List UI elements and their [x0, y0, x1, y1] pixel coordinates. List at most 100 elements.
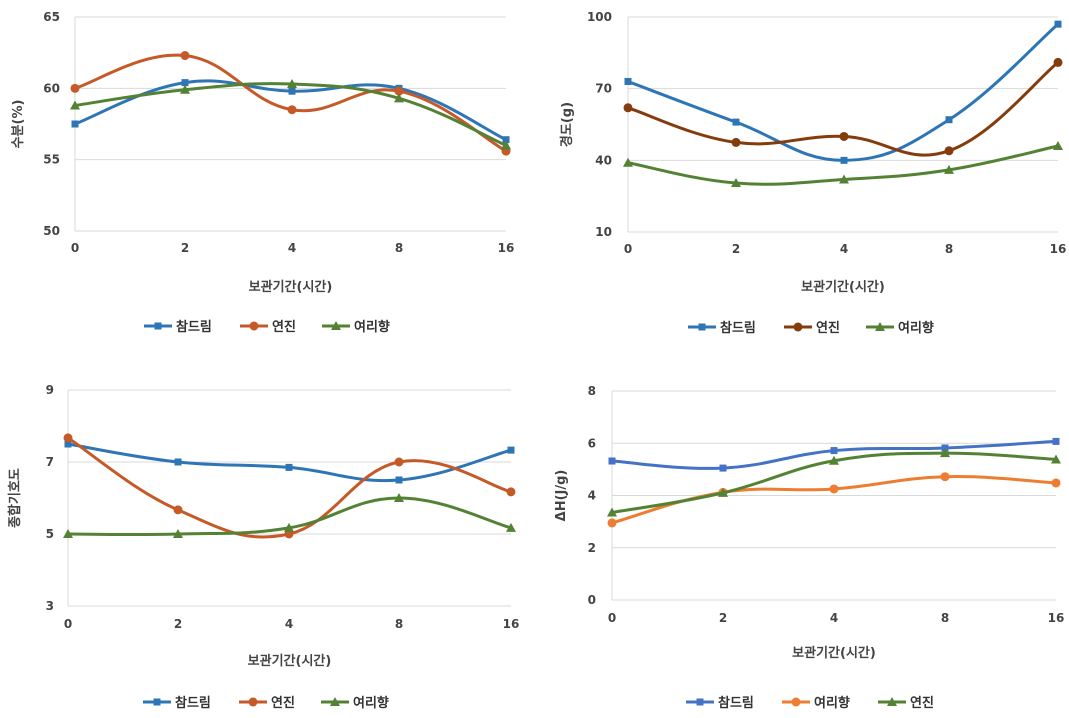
- data-point: [829, 484, 839, 494]
- data-point: [839, 131, 849, 141]
- data-point: [71, 120, 79, 128]
- series-1: [624, 20, 1062, 164]
- legend-item: 연진: [784, 320, 840, 336]
- legend-label: 연진: [271, 695, 295, 711]
- series-line: [610, 475, 1058, 525]
- series-3: [70, 79, 511, 150]
- data-point: [623, 103, 633, 113]
- data-point: [394, 86, 404, 96]
- y-tick-label: 9: [46, 383, 54, 397]
- data-point: [63, 433, 73, 443]
- y-tick-label: 7: [46, 455, 54, 469]
- legend-label: 참드림: [718, 695, 754, 711]
- data-point: [64, 440, 72, 448]
- x-tick-label: 16: [1048, 611, 1065, 625]
- x-axis-title: 보관기간(시간): [249, 279, 333, 295]
- data-point: [180, 84, 190, 94]
- data-point: [1053, 57, 1063, 67]
- data-point: [1051, 454, 1061, 464]
- data-point: [731, 137, 741, 147]
- legend-item: 여리향: [866, 320, 934, 336]
- x-tick-label: 0: [71, 241, 79, 255]
- y-axis-title: 수분(%): [11, 100, 26, 149]
- data-point: [502, 136, 510, 144]
- x-axis-title: 보관기간(시간): [801, 279, 885, 295]
- x-tick-label: 0: [624, 242, 632, 256]
- chart-panel-4: 0 2 4 6 8 0 2 4 8 16 보관기간(시간) ΔH(J/g) 참드림 여리향 연진: [554, 384, 1064, 711]
- data-point: [288, 87, 296, 95]
- y-tick-label: 40: [595, 153, 612, 167]
- legend-label: 연진: [910, 695, 934, 711]
- y-tick-label: 100: [587, 10, 612, 24]
- data-point: [718, 487, 728, 497]
- data-point: [731, 178, 741, 188]
- x-tick-label: 2: [181, 241, 189, 255]
- y-tick-label: 6: [588, 436, 596, 450]
- data-point: [940, 472, 950, 482]
- x-tick-label: 16: [503, 617, 520, 631]
- data-point: [944, 164, 954, 174]
- legend-marker: [331, 321, 341, 330]
- data-point: [284, 522, 294, 532]
- data-point: [607, 518, 617, 528]
- legend-item: 여리향: [782, 695, 850, 711]
- x-axis-title: 보관기간(시간): [792, 645, 876, 661]
- data-point: [63, 529, 73, 538]
- legend: 참드림 연진 여리향: [688, 320, 934, 336]
- legend-label: 여리향: [814, 695, 850, 711]
- x-tick-label: 8: [945, 242, 953, 256]
- x-axis-title: 보관기간(시간): [248, 653, 332, 669]
- legend-label: 연진: [272, 319, 296, 335]
- data-point: [944, 146, 954, 156]
- data-point: [940, 448, 950, 458]
- chart-panel-1: 50 55 60 65 0 2 4 8 16 보관기간(시간) 수분(%) 참드림 연진 여리향: [11, 10, 514, 335]
- y-tick-label: 60: [43, 81, 60, 95]
- legend-item: 참드림: [144, 319, 212, 335]
- y-tick-label: 4: [588, 489, 596, 503]
- data-point: [501, 140, 511, 150]
- data-point: [507, 446, 515, 454]
- data-point: [285, 463, 293, 471]
- legend-marker: [696, 698, 704, 706]
- data-point: [394, 93, 404, 103]
- x-tick-label: 4: [840, 242, 848, 256]
- data-point: [395, 476, 403, 484]
- x-tick-label: 8: [395, 617, 403, 631]
- data-point: [840, 156, 848, 164]
- data-point: [506, 487, 516, 497]
- y-tick-label: 8: [588, 384, 596, 398]
- x-tick-label: 0: [608, 611, 616, 625]
- series-3: [607, 448, 1061, 517]
- data-point: [1052, 437, 1060, 445]
- legend-label: 연진: [816, 320, 840, 336]
- x-tick-label: 8: [941, 611, 949, 625]
- legend-item: 여리향: [322, 319, 390, 335]
- legend-marker: [791, 697, 801, 707]
- data-point: [732, 118, 740, 126]
- legend-item: 연진: [240, 319, 296, 335]
- legend-marker: [698, 323, 706, 331]
- series-line: [626, 60, 1060, 157]
- y-tick-label: 50: [43, 224, 60, 238]
- x-tick-label: 16: [498, 241, 515, 255]
- legend-label: 여리향: [898, 320, 934, 336]
- legend-item: 연진: [878, 695, 934, 711]
- series-2: [623, 57, 1063, 157]
- data-point: [607, 507, 617, 517]
- legend: 참드림 연진 여리향: [143, 695, 389, 711]
- data-point: [70, 83, 80, 93]
- legend-marker: [793, 322, 803, 332]
- y-tick-label: 0: [588, 593, 596, 607]
- legend-item: 연진: [239, 695, 295, 711]
- data-point: [174, 458, 182, 466]
- series-3: [623, 141, 1063, 188]
- data-point: [829, 455, 839, 465]
- y-tick-label: 2: [588, 541, 596, 555]
- y-axis-title: ΔH(J/g): [554, 470, 569, 522]
- legend-label: 여리향: [354, 319, 390, 335]
- data-point: [719, 464, 727, 472]
- data-point: [623, 157, 633, 167]
- data-point: [180, 51, 190, 61]
- x-tick-label: 4: [830, 611, 838, 625]
